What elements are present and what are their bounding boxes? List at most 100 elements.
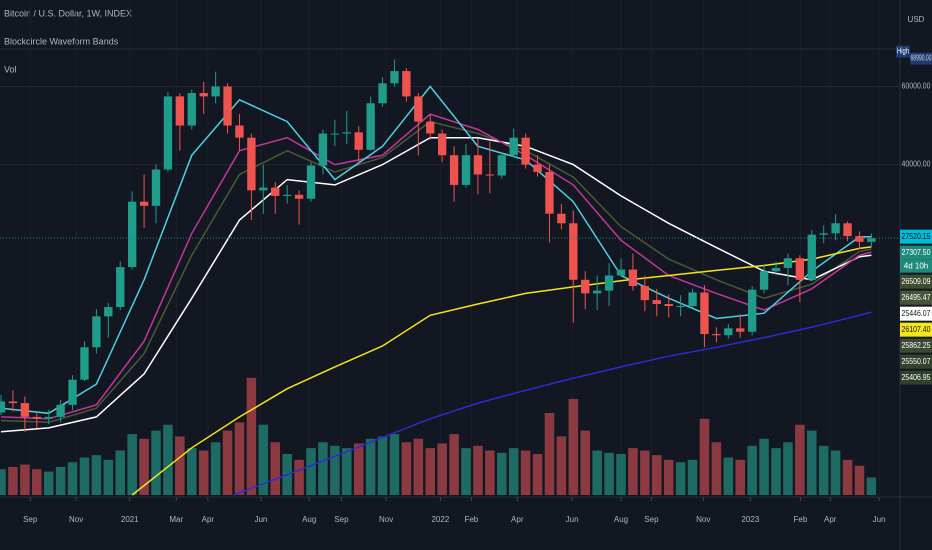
candle-body [485,174,495,176]
candle-body [736,328,745,332]
candle-body [44,416,53,419]
x-tick-label: Aug [614,515,628,524]
volume-bar [222,430,233,495]
band-line [131,246,872,496]
volume-bar [127,434,137,495]
volume-bar [532,454,543,495]
candle-body [569,223,578,280]
countdown-tag [900,259,932,273]
volume-bar [20,464,30,495]
x-tick-label: Nov [69,515,83,524]
price-tag [900,229,932,244]
y-tick-label: 40000.00 [902,160,931,169]
volume-bar [497,452,507,495]
volume-bar [401,442,412,495]
candle-body [0,401,6,413]
volume-bar [294,459,304,495]
candle-body [390,71,399,84]
volume-bar [175,436,185,495]
volume-bar [783,442,793,495]
volume-bar [163,424,173,495]
chart-title: Bitcoin / U.S. Dollar, 1W, INDEX [4,8,132,18]
candle-body [664,304,673,307]
volume-bar [8,466,18,495]
volume-bar [32,469,42,495]
candle-body [604,275,614,291]
candle-body [211,86,220,97]
currency-label: USD [908,15,925,24]
high-tag [896,45,910,58]
candle-body [461,155,471,185]
candle-body [426,121,435,134]
volume-bar [473,445,483,495]
x-tick-label: Sep [644,515,659,524]
volume-bar [854,465,865,495]
candle-body [342,132,351,134]
volume-bar [79,457,90,495]
volume-bar [377,436,388,495]
volume-bar [604,452,614,495]
candle-body [330,133,340,135]
volume-bar [616,454,626,495]
candle-body [533,164,542,172]
band-line [0,136,872,433]
volume-bar [508,448,519,495]
x-tick-label: Apr [511,515,524,524]
volume-bar [318,442,328,495]
volume-bar [449,434,459,495]
candle-body [116,267,125,308]
candle-body [437,133,447,156]
candle-body [724,328,733,336]
candle-body [771,267,781,272]
price-tag [900,322,932,337]
price-tag-label: 25446.07 [902,309,931,318]
price-tag-label: 25862.25 [902,341,931,350]
volume-bar [699,418,710,495]
volume-bar [389,434,400,495]
candle-body [497,155,506,176]
volume-bar [91,455,102,495]
candle-body [688,292,697,307]
candle-body [318,133,328,166]
price-tag-label: 26509.09 [902,277,931,286]
volume-bar [640,450,650,495]
volume-bar [735,459,746,495]
candle-body [68,379,77,405]
volume-bar [592,450,602,495]
x-tick-label: Feb [464,515,478,524]
volume-bar [0,469,6,495]
volume-bar [151,430,161,495]
candle-body [843,223,852,237]
candle-body [712,334,721,336]
x-tick-label: Sep [334,515,349,524]
high-value-tag [910,52,932,65]
candle-body [628,269,638,287]
candle-body [271,187,280,196]
volume-bar [198,450,209,495]
candle-body [139,201,149,206]
candle-body [700,292,709,335]
candle-body [104,307,113,317]
x-tick-label: 2022 [431,515,449,524]
x-tick-label: Apr [824,515,837,524]
volume-bar [842,459,853,495]
candle-body [223,86,232,126]
candle-body [80,347,89,380]
volume-bar [103,459,114,495]
price-tag-label: 26495.47 [902,293,931,302]
price-tag-label: 27307.50 [902,248,931,257]
candle-body [92,316,101,348]
volume-bar [544,413,555,495]
candle-body [414,96,423,122]
volume-bar [437,443,447,495]
volume-bar [425,448,436,495]
candle-body [652,300,661,305]
volume-bar [306,448,316,495]
volume-bar [818,445,829,495]
high-tag-label: High [897,47,909,56]
volume-bar [866,477,877,495]
x-tick-label: Jun [566,515,579,524]
volume-bar [759,438,769,495]
